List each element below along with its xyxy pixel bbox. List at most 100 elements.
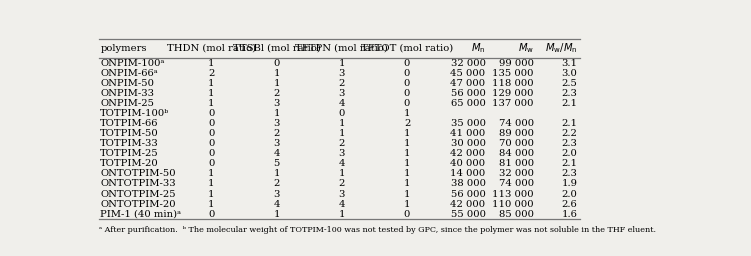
Text: 14 000: 14 000 xyxy=(451,169,486,178)
Text: 3: 3 xyxy=(273,139,280,148)
Text: 30 000: 30 000 xyxy=(451,139,486,148)
Text: 41 000: 41 000 xyxy=(451,129,486,138)
Text: PIM-1 (40 min)ᵃ: PIM-1 (40 min)ᵃ xyxy=(101,210,181,219)
Text: 0: 0 xyxy=(208,159,215,168)
Text: ONPIM-25: ONPIM-25 xyxy=(101,99,154,108)
Text: 1: 1 xyxy=(273,169,280,178)
Text: 3: 3 xyxy=(339,69,345,78)
Text: 0: 0 xyxy=(404,79,410,88)
Text: ONTOTPIM-20: ONTOTPIM-20 xyxy=(101,200,176,209)
Text: 3: 3 xyxy=(273,189,280,199)
Text: 0: 0 xyxy=(273,59,280,68)
Text: 2.1: 2.1 xyxy=(562,119,578,128)
Text: 3: 3 xyxy=(339,149,345,158)
Text: 0: 0 xyxy=(404,210,410,219)
Text: 0: 0 xyxy=(404,89,410,98)
Text: 3: 3 xyxy=(273,99,280,108)
Text: 2.3: 2.3 xyxy=(562,169,578,178)
Text: 2: 2 xyxy=(339,79,345,88)
Text: 0: 0 xyxy=(208,119,215,128)
Text: 65 000: 65 000 xyxy=(451,99,486,108)
Text: 3: 3 xyxy=(339,189,345,199)
Text: 0: 0 xyxy=(404,59,410,68)
Text: 89 000: 89 000 xyxy=(499,129,534,138)
Text: 56 000: 56 000 xyxy=(451,189,486,199)
Text: 1: 1 xyxy=(404,149,410,158)
Text: 81 000: 81 000 xyxy=(499,159,534,168)
Text: 1: 1 xyxy=(404,139,410,148)
Text: 1: 1 xyxy=(273,79,280,88)
Text: 2.3: 2.3 xyxy=(562,139,578,148)
Text: 2.6: 2.6 xyxy=(562,200,578,209)
Text: 3.0: 3.0 xyxy=(562,69,578,78)
Text: 45 000: 45 000 xyxy=(451,69,486,78)
Text: 3: 3 xyxy=(273,119,280,128)
Text: 2.0: 2.0 xyxy=(562,149,578,158)
Text: TOTPIM-66: TOTPIM-66 xyxy=(101,119,158,128)
Text: TOTPIM-25: TOTPIM-25 xyxy=(101,149,159,158)
Text: 0: 0 xyxy=(208,149,215,158)
Text: 55 000: 55 000 xyxy=(451,210,486,219)
Text: 2: 2 xyxy=(339,179,345,188)
Text: 1: 1 xyxy=(339,59,345,68)
Text: ONPIM-66ᵃ: ONPIM-66ᵃ xyxy=(101,69,158,78)
Text: 1: 1 xyxy=(404,159,410,168)
Text: 1.9: 1.9 xyxy=(562,179,578,188)
Text: 4: 4 xyxy=(339,99,345,108)
Text: 1: 1 xyxy=(208,169,215,178)
Text: 0: 0 xyxy=(339,109,345,118)
Text: 4: 4 xyxy=(273,149,280,158)
Text: 137 000: 137 000 xyxy=(493,99,534,108)
Text: 1: 1 xyxy=(208,89,215,98)
Text: 1: 1 xyxy=(208,179,215,188)
Text: 1: 1 xyxy=(208,99,215,108)
Text: 2.1: 2.1 xyxy=(562,99,578,108)
Text: 2: 2 xyxy=(273,129,280,138)
Text: 74 000: 74 000 xyxy=(499,119,534,128)
Text: TTSBl (mol ratio): TTSBl (mol ratio) xyxy=(233,44,321,53)
Text: 1: 1 xyxy=(404,169,410,178)
Text: 32 000: 32 000 xyxy=(499,169,534,178)
Text: 42 000: 42 000 xyxy=(451,149,486,158)
Text: 1: 1 xyxy=(208,59,215,68)
Text: 2.5: 2.5 xyxy=(562,79,578,88)
Text: 4: 4 xyxy=(339,159,345,168)
Text: ONTOTPIM-33: ONTOTPIM-33 xyxy=(101,179,176,188)
Text: 2.0: 2.0 xyxy=(562,189,578,199)
Text: 0: 0 xyxy=(404,99,410,108)
Text: 1: 1 xyxy=(404,129,410,138)
Text: 32 000: 32 000 xyxy=(451,59,486,68)
Text: 56 000: 56 000 xyxy=(451,89,486,98)
Text: 35 000: 35 000 xyxy=(451,119,486,128)
Text: 1: 1 xyxy=(339,169,345,178)
Text: ONPIM-100ᵃ: ONPIM-100ᵃ xyxy=(101,59,164,68)
Text: 1: 1 xyxy=(208,79,215,88)
Text: ᵃ After purification.  ᵇ The molecular weight of TOTPIM-100 was not tested by GP: ᵃ After purification. ᵇ The molecular we… xyxy=(98,226,656,234)
Text: ONTOTPIM-25: ONTOTPIM-25 xyxy=(101,189,176,199)
Text: TFTPN (mol ratio): TFTPN (mol ratio) xyxy=(295,44,388,53)
Text: TOTPIM-50: TOTPIM-50 xyxy=(101,129,159,138)
Text: 47 000: 47 000 xyxy=(451,79,486,88)
Text: 70 000: 70 000 xyxy=(499,139,534,148)
Text: TOTPIM-20: TOTPIM-20 xyxy=(101,159,159,168)
Text: 1: 1 xyxy=(339,119,345,128)
Text: 110 000: 110 000 xyxy=(492,200,534,209)
Text: ONPIM-33: ONPIM-33 xyxy=(101,89,154,98)
Text: 4: 4 xyxy=(339,200,345,209)
Text: $M_{\mathrm{w}}$: $M_{\mathrm{w}}$ xyxy=(518,41,534,55)
Text: 135 000: 135 000 xyxy=(493,69,534,78)
Text: 3.1: 3.1 xyxy=(562,59,578,68)
Text: TOTPIM-33: TOTPIM-33 xyxy=(101,139,159,148)
Text: polymers: polymers xyxy=(101,44,146,53)
Text: 5: 5 xyxy=(273,159,280,168)
Text: 2.2: 2.2 xyxy=(562,129,578,138)
Text: 4: 4 xyxy=(273,200,280,209)
Text: 3: 3 xyxy=(339,89,345,98)
Text: $M_{\mathrm{w}}/M_{\mathrm{n}}$: $M_{\mathrm{w}}/M_{\mathrm{n}}$ xyxy=(545,41,578,55)
Text: 1: 1 xyxy=(208,189,215,199)
Text: 0: 0 xyxy=(208,109,215,118)
Text: 84 000: 84 000 xyxy=(499,149,534,158)
Text: TFTOT (mol ratio): TFTOT (mol ratio) xyxy=(361,44,453,53)
Text: 74 000: 74 000 xyxy=(499,179,534,188)
Text: 1: 1 xyxy=(339,210,345,219)
